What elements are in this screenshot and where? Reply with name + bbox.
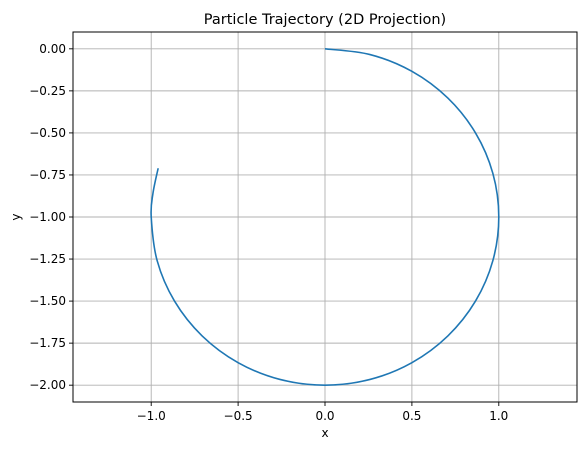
- y-tick-label: −1.50: [29, 294, 66, 308]
- x-tick-label: 1.0: [489, 409, 508, 423]
- y-tick-label: −0.75: [29, 168, 66, 182]
- chart-title: Particle Trajectory (2D Projection): [204, 12, 446, 28]
- y-axis-ticks: 0.00 −0.25 −0.50 −0.75 −1.00 −1.25 −1.50 −1.75 −…: [29, 42, 73, 392]
- y-tick-label: −1.00: [29, 210, 66, 224]
- grid: [73, 32, 577, 402]
- y-tick-label: −0.25: [29, 84, 66, 98]
- y-tick-label: −0.50: [29, 126, 66, 140]
- x-tick-label: −1.0: [137, 409, 166, 423]
- y-tick-label: −1.25: [29, 252, 66, 266]
- y-tick-label: 0.00: [39, 42, 66, 56]
- y-tick-label: −1.75: [29, 336, 66, 350]
- x-axis-ticks: −1.0 −0.5 0.0 0.5 1.0: [137, 402, 508, 423]
- x-tick-label: 0.5: [402, 409, 421, 423]
- x-tick-label: −0.5: [224, 409, 253, 423]
- series-layer: [150, 48, 500, 386]
- x-axis-label: x: [321, 426, 328, 440]
- x-tick-label: 0.0: [315, 409, 334, 423]
- y-tick-label: −2.00: [29, 378, 66, 392]
- trajectory-line: [150, 48, 500, 386]
- y-axis-label: y: [9, 213, 23, 220]
